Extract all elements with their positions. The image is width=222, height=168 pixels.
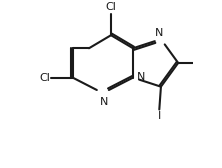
Text: Cl: Cl — [39, 73, 50, 83]
Text: N: N — [155, 28, 163, 38]
Text: Cl: Cl — [106, 2, 116, 12]
Text: N: N — [137, 72, 145, 82]
Text: N: N — [99, 97, 108, 107]
Text: I: I — [158, 111, 161, 121]
